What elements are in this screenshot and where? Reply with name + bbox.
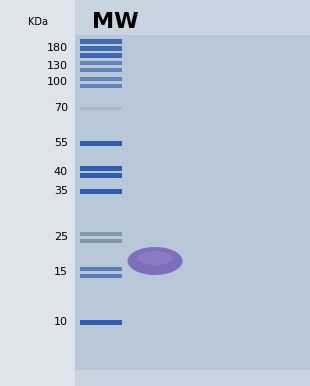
Text: 40: 40	[54, 167, 68, 177]
Bar	[80, 141, 122, 146]
Bar	[75, 35, 310, 370]
Bar	[80, 320, 122, 325]
Bar	[0, 0, 75, 386]
Text: 10: 10	[54, 317, 68, 327]
Text: 15: 15	[54, 267, 68, 277]
Bar	[80, 166, 122, 171]
Ellipse shape	[127, 247, 183, 275]
Bar	[80, 39, 122, 44]
Text: 55: 55	[54, 138, 68, 148]
Bar	[80, 83, 122, 88]
Text: 70: 70	[54, 103, 68, 113]
Ellipse shape	[137, 251, 173, 265]
Text: 100: 100	[47, 77, 68, 87]
Text: MW: MW	[92, 12, 138, 32]
Bar	[80, 173, 122, 178]
Bar	[80, 76, 122, 81]
Bar	[80, 232, 122, 235]
Bar	[80, 61, 122, 64]
Bar	[80, 52, 122, 58]
Bar	[80, 239, 122, 242]
Bar	[80, 46, 122, 51]
Bar	[80, 107, 122, 110]
Text: 180: 180	[47, 43, 68, 53]
Text: 130: 130	[47, 61, 68, 71]
Text: KDa: KDa	[28, 17, 48, 27]
Bar	[80, 266, 122, 271]
Text: 35: 35	[54, 186, 68, 196]
Text: 25: 25	[54, 232, 68, 242]
Bar	[80, 274, 122, 278]
Bar	[80, 188, 122, 193]
Bar	[80, 68, 122, 71]
